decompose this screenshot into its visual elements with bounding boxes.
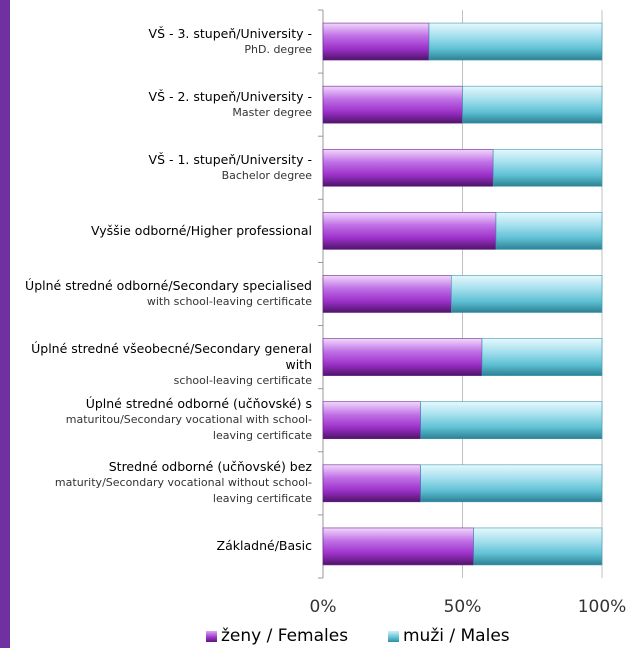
left-accent-bar <box>0 0 10 648</box>
category-label-5: Úplné stredné všeobecné/Secondary genera… <box>10 341 312 389</box>
category-label-line: VŠ - 3. stupeň/University - <box>148 25 312 41</box>
category-label-1: VŠ - 2. stupeň/University - Master degree <box>10 89 312 121</box>
category-label-line: Bachelor degree <box>221 168 312 182</box>
category-label-line: maturitou/Secondary vocational with scho… <box>65 413 312 427</box>
category-label-2: VŠ - 1. stupeň/University - Bachelor degr… <box>10 152 312 184</box>
category-label-line: Úplné stredné odborné (učňovské) s <box>85 396 312 412</box>
legend-label-females: ženy / Females <box>221 626 349 646</box>
category-label-line: Vyššie odborné/Higher professional <box>91 222 312 238</box>
males-swatch-icon <box>388 630 399 642</box>
x-tick-label: 50% <box>444 597 482 617</box>
bar-males-0 <box>428 22 603 61</box>
category-label-line: VŠ - 1. stupeň/University - <box>148 151 312 167</box>
x-tick-label: 0% <box>310 597 337 617</box>
bar-chart: 0% 50% 100% <box>310 9 626 617</box>
category-label-line: Základné/Basic <box>216 538 312 554</box>
category-label-line: Úplné stredné odborné/Secondary speciali… <box>25 278 312 293</box>
bar-females-0 <box>322 22 430 61</box>
females-swatch-icon <box>206 630 217 642</box>
bar-females-3 <box>322 212 497 250</box>
category-label-line: school-leaving certificate <box>173 374 312 388</box>
category-label-line: PhD. degree <box>244 42 312 56</box>
bar-females-5 <box>322 338 483 376</box>
bar-males-5 <box>481 338 603 376</box>
bar-females-6 <box>322 401 421 440</box>
bar-females-4 <box>322 275 452 313</box>
category-label-line: Master degree <box>232 105 312 119</box>
category-label-line: leaving certificate <box>212 492 312 506</box>
category-label-line: maturity/Secondary vocational without sc… <box>54 476 312 490</box>
bar-females-1 <box>322 85 463 124</box>
bar-males-4 <box>451 275 603 313</box>
legend-item-females: ženy / Females <box>206 626 348 646</box>
category-label-6: Úplné stredné odborné (učňovské) s maturi… <box>10 396 312 444</box>
category-label-line: Úplné stredné všeobecné/Secondary genera… <box>31 341 312 373</box>
bar-females-2 <box>322 148 494 187</box>
category-label-0: VŠ - 3. stupeň/University - PhD. degree <box>10 26 312 58</box>
bar-females-8 <box>322 527 474 566</box>
x-tick-label: 100% <box>578 597 626 617</box>
category-label-4: Úplné stredné odborné/Secondary speciali… <box>10 278 312 310</box>
bar-females-7 <box>322 464 421 503</box>
category-label-3: Vyššie odborné/Higher professional <box>10 223 312 239</box>
category-label-line: leaving certificate <box>212 429 312 443</box>
legend: ženy / Females muži / Males <box>0 624 626 648</box>
bar-males-3 <box>495 212 603 250</box>
bar-males-1 <box>462 85 603 124</box>
legend-label-males: muži / Males <box>403 626 510 646</box>
bar-males-6 <box>420 401 603 440</box>
bar-males-8 <box>473 527 603 566</box>
category-label-7: Stredné odborné (učňovské) bez maturity/S… <box>10 459 312 507</box>
category-label-8: Základné/Basic <box>10 538 312 554</box>
category-label-line: Stredné odborné (učňovské) bez <box>108 459 312 475</box>
category-label-line: with school-leaving certificate <box>146 295 312 308</box>
bar-males-7 <box>420 464 603 503</box>
category-label-line: VŠ - 2. stupeň/University - <box>148 88 312 104</box>
bar-males-2 <box>492 148 603 187</box>
legend-item-males: muži / Males <box>388 626 510 646</box>
